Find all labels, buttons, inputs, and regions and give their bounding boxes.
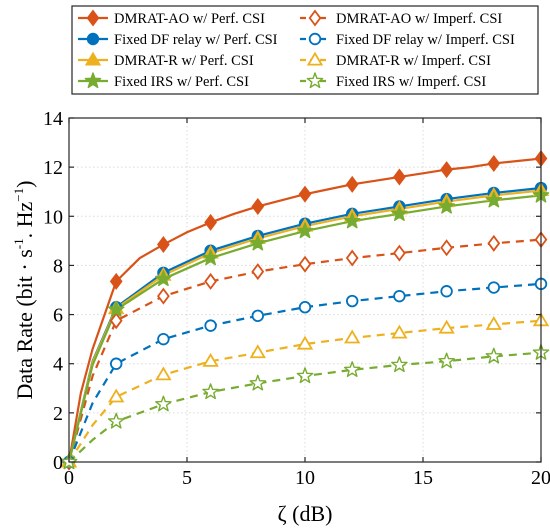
legend-box (71, 5, 539, 95)
data-point-diamond (487, 234, 501, 252)
data-point-star (391, 356, 408, 373)
data-point-triangle (202, 352, 219, 367)
data-point-diamond (298, 185, 312, 203)
data-point-star (343, 361, 361, 378)
y-tick-label: 8 (53, 255, 63, 277)
data-point-diamond (109, 272, 123, 290)
legend-marker (308, 9, 322, 27)
data-point-diamond (251, 197, 265, 215)
data-point-star (107, 300, 125, 317)
x-tick-label: 5 (182, 467, 192, 489)
data-point-diamond (487, 154, 501, 172)
x-tick-label: 20 (531, 467, 550, 489)
y-axis-label: Data Rate (bit · s-1. Hz−1) (11, 181, 37, 400)
legend-marker (86, 32, 100, 46)
y-tick-label: 6 (53, 305, 63, 327)
series-line-2 (67, 238, 542, 463)
data-point-circle (157, 332, 170, 346)
y-tick-label: 0 (53, 452, 63, 474)
legend-marker (84, 51, 102, 66)
data-point-circle (204, 319, 217, 332)
data-point-star (391, 205, 408, 222)
x-tick-label: 10 (295, 467, 315, 489)
data-point-circle (393, 289, 406, 303)
data-point-triangle (438, 319, 455, 334)
data-point-star (485, 347, 503, 364)
legend-entry-label: DMRAT-AO w/ Imperf. CSI (336, 11, 502, 27)
y-tick-label: 12 (43, 157, 63, 179)
y-tick-label: 2 (53, 403, 63, 425)
y-tick-label: 14 (43, 108, 63, 130)
legend-marker (306, 51, 324, 66)
x-axis-label: ζ (dB) (278, 501, 333, 526)
legend-marker (86, 9, 100, 27)
legend-marker (306, 72, 324, 89)
data-point-circle (440, 285, 453, 298)
data-point-star (155, 395, 172, 412)
legend-marker (84, 72, 102, 89)
legend-entry-label: Fixed IRS w/ Perf. CSI (114, 74, 249, 90)
data-point-diamond (393, 168, 406, 186)
legend-marker (308, 32, 322, 46)
data-point-circle (487, 281, 501, 294)
data-point-star (343, 212, 361, 229)
series-markers (60, 150, 550, 471)
data-point-circle (109, 357, 123, 370)
data-point-triangle (485, 316, 502, 330)
axis-ticks: 0 5 10 15 20 0 2 4 6 8 10 12 14 (43, 108, 550, 489)
data-point-star (107, 412, 125, 429)
legend-entry-label: DMRAT-AO w/ Perf. CSI (114, 11, 265, 27)
legend-entry-label: Fixed DF relay w/ Perf. CSI (114, 32, 278, 48)
data-point-diamond (157, 236, 170, 254)
data-point-triangle (296, 335, 314, 350)
data-point-diamond (393, 244, 406, 262)
legend: DMRAT-AO w/ Perf. CSI DMRAT-AO w/ Imperf.… (71, 5, 539, 95)
data-point-triangle (391, 324, 408, 339)
data-point-diamond (345, 175, 359, 193)
data-point-triangle (108, 388, 125, 403)
legend-entry-label: DMRAT-R w/ Imperf. CSI (336, 53, 491, 69)
data-point-star (202, 383, 219, 400)
legend-entry-label: DMRAT-R w/ Perf. CSI (114, 53, 254, 69)
data-point-circle (251, 309, 264, 323)
data-point-diamond (440, 161, 453, 179)
data-point-star (296, 367, 314, 384)
x-tick-label: 15 (413, 467, 433, 489)
data-point-diamond (251, 263, 265, 281)
legend-entry-label: Fixed DF relay w/ Imperf. CSI (336, 32, 515, 48)
data-point-star (485, 191, 503, 208)
data-point-star (438, 197, 455, 214)
data-point-triangle (155, 366, 172, 381)
data-point-diamond (298, 255, 312, 273)
data-point-star (249, 374, 267, 391)
data-point-diamond (204, 213, 217, 231)
series-line-4 (67, 282, 542, 463)
data-point-triangle (344, 329, 361, 344)
x-tick-label: 0 (64, 467, 74, 489)
data-point-star (249, 234, 267, 251)
data-point-star (155, 270, 172, 287)
data-point-star (202, 249, 219, 266)
data-point-diamond (157, 287, 170, 305)
data-point-diamond (345, 249, 359, 267)
data-point-star (438, 352, 455, 369)
series-line-1 (67, 157, 542, 463)
legend-entry-label: Fixed IRS w/ Imperf. CSI (336, 74, 486, 90)
data-point-star (296, 222, 314, 239)
y-tick-label: 4 (53, 354, 63, 376)
data-point-circle (298, 301, 312, 314)
data-point-triangle (249, 344, 266, 359)
data-point-diamond (440, 239, 453, 257)
y-tick-label: 10 (43, 206, 63, 228)
data-point-diamond (109, 312, 123, 330)
data-point-circle (346, 294, 359, 308)
data-point-diamond (204, 272, 217, 290)
